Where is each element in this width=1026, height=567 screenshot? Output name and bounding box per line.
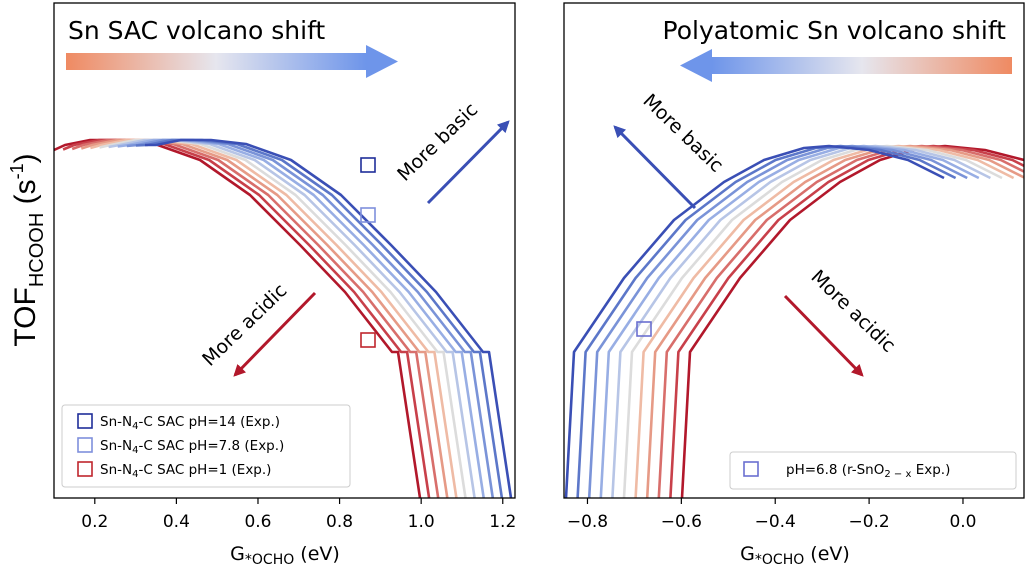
right-panel: Polyatomic Sn volcano shift −0.8 −0.6 −0.4… — [563, 2, 1025, 567]
right-series-line — [657, 144, 1024, 498]
left-series-group — [54, 138, 513, 498]
legend-item-ph1: Sn-N4-C SAC pH=1 (Exp.) — [100, 462, 271, 480]
right-basic-arrow — [613, 125, 697, 210]
right-series-line — [576, 144, 957, 498]
left-series-line — [108, 138, 476, 498]
left-x-tick-label: 0.6 — [244, 512, 271, 532]
right-series-line — [622, 144, 1003, 498]
right-legend: pH=6.8 (r-SnO2 − x Exp.) — [729, 451, 1017, 490]
left-series-line — [99, 138, 467, 498]
right-series-group — [564, 144, 1024, 498]
right-x-tick-label: 0.0 — [949, 512, 976, 532]
right-series-line — [680, 144, 1024, 498]
legend-item-ph14: Sn-N4-C SAC pH=14 (Exp.) — [100, 414, 280, 432]
left-x-tick-label: 0.8 — [326, 512, 353, 532]
legend-item-ph7-8: Sn-N4-C SAC pH=7.8 (Exp.) — [100, 438, 284, 456]
left-series-line — [126, 138, 495, 498]
right-x-tick-label: −0.6 — [661, 512, 702, 532]
left-x-tick-label: 1.0 — [408, 512, 435, 532]
marker-ph6-8 — [636, 321, 652, 337]
left-acidic-label: More acidic — [198, 280, 291, 371]
left-series-line — [54, 138, 422, 498]
legend-item-ph6-8: pH=6.8 (r-SnO2 − x Exp.) — [786, 462, 950, 480]
left-acidic-arrow — [233, 291, 317, 377]
left-x-ticks: 0.2 0.4 0.6 0.8 1.0 1.2 — [81, 498, 516, 532]
left-plot-frame — [53, 2, 516, 499]
left-series-line — [117, 138, 485, 498]
left-series-line — [90, 138, 458, 498]
left-series-line — [71, 138, 440, 498]
right-x-tick-label: −0.8 — [567, 512, 608, 532]
right-series-line — [599, 144, 980, 498]
right-plot-frame — [563, 2, 1025, 499]
right-series-line — [669, 144, 1024, 498]
left-legend: Sn-N4-C SAC pH=14 (Exp.) Sn-N4-C SAC pH=… — [61, 404, 351, 488]
y-axis-label: TOFHCOOH (s-1) — [7, 153, 48, 346]
right-x-ticks: −0.8 −0.6 −0.4 −0.2 0.0 — [567, 498, 977, 532]
left-series-line — [135, 138, 504, 498]
right-shift-arrow — [680, 49, 1012, 82]
left-series-line — [62, 138, 431, 498]
left-series-line — [80, 138, 449, 498]
left-basic-label: More basic — [393, 99, 482, 186]
left-x-tick-label: 0.2 — [81, 512, 108, 532]
marker-ph14 — [360, 157, 376, 173]
left-title: Sn SAC volcano shift — [68, 16, 325, 45]
right-x-tick-label: −0.4 — [755, 512, 796, 532]
left-panel: Sn SAC volcano shift 0.2 0.4 0.6 0.8 1.0 1.2 … — [53, 2, 516, 567]
right-acidic-label: More acidic — [807, 266, 900, 357]
left-x-tick-label: 1.2 — [489, 512, 516, 532]
right-x-axis-label: G*OCHO (eV) — [740, 543, 850, 567]
left-x-axis-label: G*OCHO (eV) — [230, 543, 340, 567]
marker-ph7-8 — [360, 207, 376, 223]
right-series-line — [564, 144, 945, 498]
right-series-line — [634, 144, 1015, 498]
right-series-line — [587, 144, 968, 498]
right-title: Polyatomic Sn volcano shift — [663, 16, 1007, 45]
left-shift-arrow — [66, 45, 398, 78]
right-x-tick-label: −0.2 — [848, 512, 889, 532]
right-series-line — [645, 144, 1024, 498]
left-basic-arrow — [426, 120, 510, 205]
right-acidic-arrow — [783, 294, 864, 377]
left-x-tick-label: 0.4 — [163, 512, 190, 532]
right-series-line — [611, 144, 991, 498]
marker-ph1 — [360, 332, 376, 348]
left-series-line — [145, 138, 513, 498]
